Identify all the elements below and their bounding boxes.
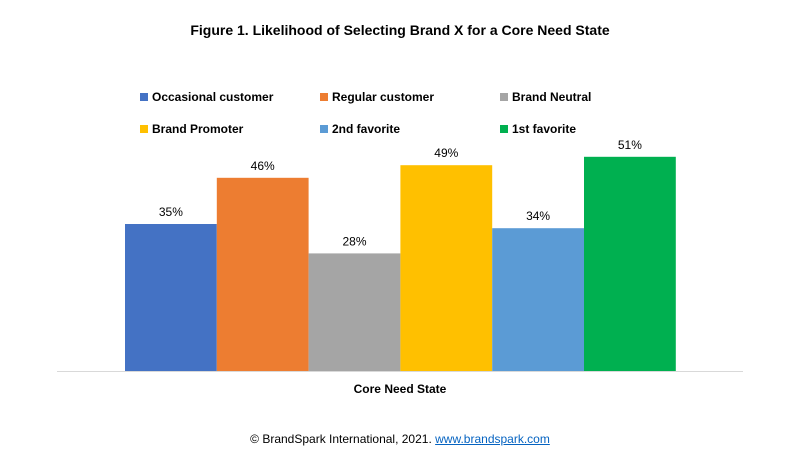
x-axis-label: Core Need State <box>354 382 447 396</box>
footer: © BrandSpark International, 2021. www.br… <box>0 432 800 446</box>
data-label: 49% <box>434 146 458 160</box>
brandspark-link[interactable]: www.brandspark.com <box>435 432 550 446</box>
data-label: 28% <box>342 234 366 248</box>
legend-label: 2nd favorite <box>332 122 401 136</box>
legend-swatch <box>140 125 148 133</box>
legend-swatch <box>140 93 148 101</box>
legend-swatch <box>320 125 328 133</box>
legend-item-2nd-favorite: 2nd favorite <box>320 122 500 136</box>
legend-label: Occasional customer <box>152 90 274 104</box>
data-label: 34% <box>526 209 550 223</box>
legend-item-brand-promoter: Brand Promoter <box>140 122 320 136</box>
legend-item-regular-customer: Regular customer <box>320 90 500 104</box>
bar-regular-customer <box>216 177 309 371</box>
legend-label: Brand Neutral <box>512 90 592 104</box>
legend-swatch <box>320 93 328 101</box>
legend-label: Regular customer <box>332 90 435 104</box>
legend-label: Brand Promoter <box>152 122 244 136</box>
legend-item-1st-favorite: 1st favorite <box>500 122 660 136</box>
legend-swatch <box>500 93 508 101</box>
data-label: 51% <box>618 138 642 152</box>
chart-title: Figure 1. Likelihood of Selecting Brand … <box>190 22 610 38</box>
legend-item-brand-neutral: Brand Neutral <box>500 90 660 104</box>
bar-brand-neutral <box>308 253 401 371</box>
legend: Occasional customer Regular customer Bra… <box>140 90 660 136</box>
legend-label: 1st favorite <box>512 122 577 136</box>
legend-swatch <box>500 125 508 133</box>
bar-brand-promoter <box>400 165 493 371</box>
bar-1st-favorite <box>584 156 676 371</box>
bar-occasional-customer <box>125 224 217 371</box>
data-label: 46% <box>251 159 275 173</box>
bar-2nd-favorite <box>492 228 584 371</box>
data-label: 35% <box>159 205 183 219</box>
legend-item-occasional-customer: Occasional customer <box>140 90 320 104</box>
copyright-text: © BrandSpark International, 2021. <box>250 432 432 446</box>
